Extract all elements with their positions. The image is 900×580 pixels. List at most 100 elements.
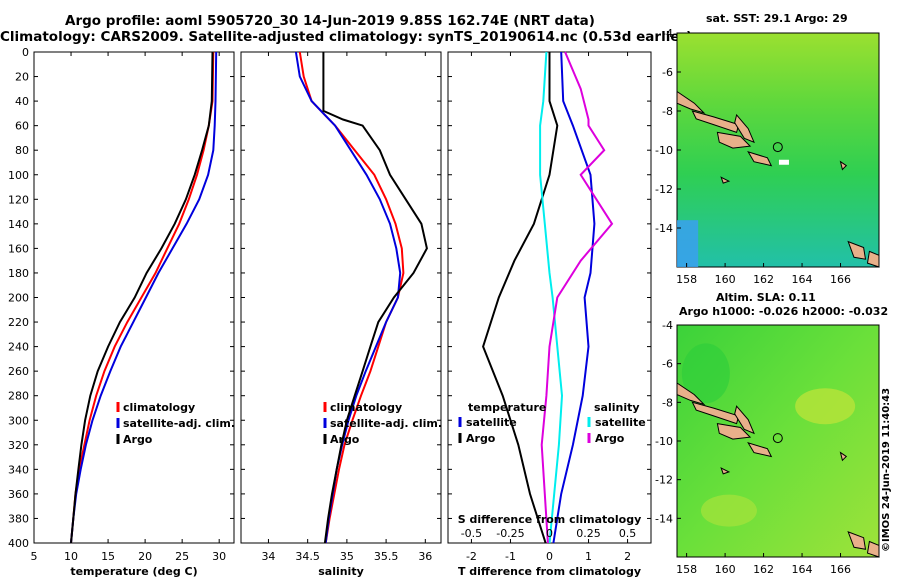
map-x-tick-label: 158	[676, 273, 697, 286]
diff-line-1	[482, 52, 559, 544]
island-shape	[676, 382, 706, 406]
diff-line-2	[539, 51, 564, 544]
island-shape	[691, 110, 740, 134]
sla-high-patch	[700, 494, 757, 527]
missing-data-patch	[778, 159, 789, 165]
diff-line-3	[540, 51, 614, 544]
legend-label: climatology	[123, 401, 195, 414]
island-shape	[866, 250, 880, 268]
sla-high-patch	[795, 388, 856, 425]
map-y-tick-label: -14	[655, 222, 673, 235]
island-shape	[847, 240, 867, 260]
legend-label: satellite-adj. clim.	[330, 417, 442, 430]
map-y-tick-label: -12	[655, 474, 673, 487]
x-tick-label: 1	[585, 550, 592, 563]
island-shape	[747, 442, 773, 458]
s-tick-label: -0.25	[496, 527, 524, 540]
series-line-argo	[70, 51, 214, 544]
legend-title-salinity: salinity	[594, 401, 640, 414]
series-line-satellite-adj-clim-	[70, 51, 218, 544]
island-shape	[734, 405, 755, 435]
map-x-tick-label: 160	[715, 563, 736, 576]
legend-title-temperature: temperature	[468, 401, 546, 414]
y-tick-label: 140	[8, 218, 29, 231]
island-shape	[747, 151, 773, 167]
y-tick-label: 380	[8, 512, 29, 525]
x-tick-label: 0	[546, 550, 553, 563]
axes-frame	[240, 51, 442, 544]
legend-label: satellite	[595, 416, 646, 429]
island-shape	[839, 451, 848, 462]
map-field	[676, 32, 880, 268]
y-tick-label: 340	[8, 463, 29, 476]
legend-label: satellite-adj. clim.	[123, 417, 235, 430]
y-tick-label: 80	[15, 144, 29, 157]
map-x-tick-label: 162	[753, 273, 774, 286]
island-shape	[720, 176, 731, 184]
y-tick-label: 60	[15, 120, 29, 133]
panel-temperature: 0 20 40 60 80 100 120 140 160 180 200 220 240 260 280 3…	[8, 46, 235, 578]
island-shape	[716, 131, 752, 149]
s-tick-label: 0.5	[619, 527, 637, 540]
s-tick-label: 0	[546, 527, 553, 540]
y-tick-label: 240	[8, 341, 29, 354]
legend-label: Argo	[595, 432, 625, 445]
x-tick-label: 35.5	[374, 550, 399, 563]
sla-map-title: Altim. SLA: 0.11	[716, 291, 816, 304]
map-x-tick-label: 162	[753, 563, 774, 576]
argo-float-marker	[772, 433, 783, 444]
legend-label: climatology	[330, 401, 402, 414]
series-line-argo	[322, 52, 428, 544]
map-x-tick-label: 164	[792, 273, 813, 286]
s-tick-label: 0.25	[576, 527, 601, 540]
y-tick-label: 120	[8, 193, 29, 206]
island-shape	[734, 113, 755, 144]
map-y-tick-label: -10	[655, 144, 673, 157]
panel-salinity: 34 34.5 35 35.5 36 salinity climatology satelli…	[240, 51, 442, 578]
x-tick-label: -1	[505, 550, 516, 563]
map-x-tick-label: 158	[676, 563, 697, 576]
map-y-tick-label: -14	[655, 512, 673, 525]
y-tick-label: 0	[22, 46, 29, 59]
island-shape	[676, 90, 706, 114]
x-tick-label: 35	[340, 550, 354, 563]
y-tick-label: 300	[8, 414, 29, 427]
sla-map: 158 160 162 164 166 -4 -6 -8 -10 -12 -14	[655, 319, 880, 576]
x-tick-label: 34.5	[295, 550, 320, 563]
island-shape	[839, 160, 848, 171]
y-tick-label: 160	[8, 242, 29, 255]
s-tick-label: -0.5	[461, 527, 482, 540]
y-tick-label: 40	[15, 95, 29, 108]
island-shape	[847, 531, 867, 550]
x-axis-label: T difference from climatology	[458, 565, 641, 578]
island-shape	[691, 401, 740, 425]
map-x-tick-label: 166	[830, 563, 851, 576]
diff-line-0	[552, 51, 596, 544]
sla-map-subtitle: Argo h1000: -0.026 h2000: -0.032	[679, 305, 889, 318]
x-tick-label: 10	[64, 550, 78, 563]
legend-label: satellite	[466, 416, 517, 429]
map-y-tick-label: -12	[655, 183, 673, 196]
map-y-tick-label: -4	[662, 27, 673, 40]
map-x-tick-label: 166	[830, 273, 851, 286]
axes-frame	[447, 51, 652, 544]
island-shape	[716, 422, 752, 440]
map-x-tick-label: 164	[792, 563, 813, 576]
y-tick-label: 320	[8, 439, 29, 452]
x-tick-label: 25	[175, 550, 189, 563]
x-tick-label: 36	[418, 550, 432, 563]
map-y-tick-label: -10	[655, 435, 673, 448]
map-y-tick-label: -8	[662, 396, 673, 409]
y-tick-label: 400	[8, 537, 29, 550]
map-y-tick-label: -6	[662, 358, 673, 371]
x-tick-label: 2	[624, 550, 631, 563]
sst-map-title: sat. SST: 29.1 Argo: 29	[706, 12, 848, 25]
argo-float-marker	[772, 142, 783, 153]
panel-differences: -2 -1 0 1 2 T difference from climatology -0.5…	[447, 51, 652, 578]
island-shape	[720, 467, 731, 475]
sst-map: 158 160 162 164 166 -4 -6 -8 -10 -12 -14	[655, 27, 880, 286]
x-tick-label: -2	[466, 550, 477, 563]
y-tick-label: 220	[8, 316, 29, 329]
y-tick-label: 20	[15, 71, 29, 84]
